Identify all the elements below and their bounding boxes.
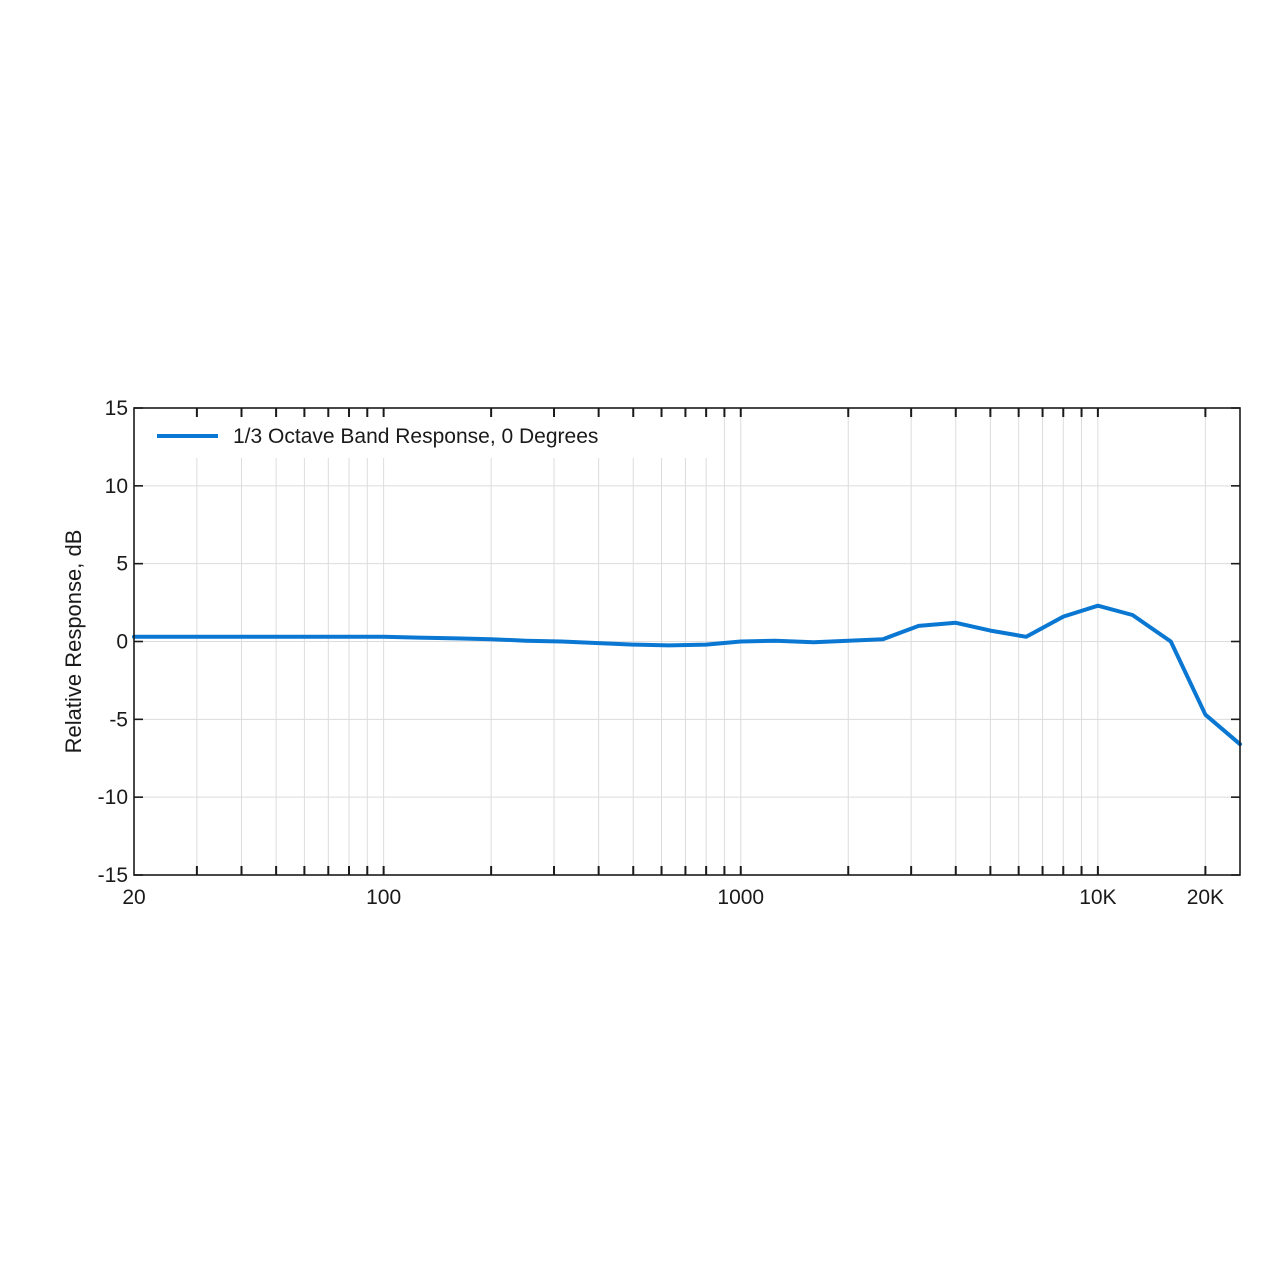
x-tick-label: 100 bbox=[366, 886, 401, 909]
x-tick-label: 10K bbox=[1079, 886, 1116, 909]
legend: 1/3 Octave Band Response, 0 Degrees bbox=[157, 425, 598, 448]
y-tick-label: -5 bbox=[109, 708, 128, 731]
legend-box bbox=[136, 410, 712, 458]
y-tick-label: 5 bbox=[116, 553, 128, 576]
x-tick-label: 20 bbox=[122, 886, 145, 909]
y-tick-label: 10 bbox=[105, 475, 128, 498]
y-tick-label: 0 bbox=[116, 631, 128, 654]
plot-frame bbox=[133, 407, 1241, 876]
axis-ticks bbox=[134, 407, 1240, 876]
y-axis-title: Relative Response, dB bbox=[61, 530, 86, 754]
y-tick-label: 15 bbox=[105, 397, 128, 420]
series-layer bbox=[132, 603, 1242, 747]
legend-label: 1/3 Octave Band Response, 0 Degrees bbox=[233, 425, 598, 448]
series-line-0 bbox=[132, 603, 1242, 747]
x-tick-label: 1000 bbox=[717, 886, 764, 909]
grid bbox=[134, 408, 1240, 875]
x-tick-label: 20K bbox=[1187, 886, 1224, 909]
y-tick-label: -10 bbox=[98, 786, 128, 809]
tick-labels: 20 100 1000 10K 20K 15 10 5 0 -5 -10 -15 bbox=[98, 397, 1224, 909]
legend-background bbox=[136, 410, 712, 458]
y-tick-label: -15 bbox=[98, 864, 128, 887]
